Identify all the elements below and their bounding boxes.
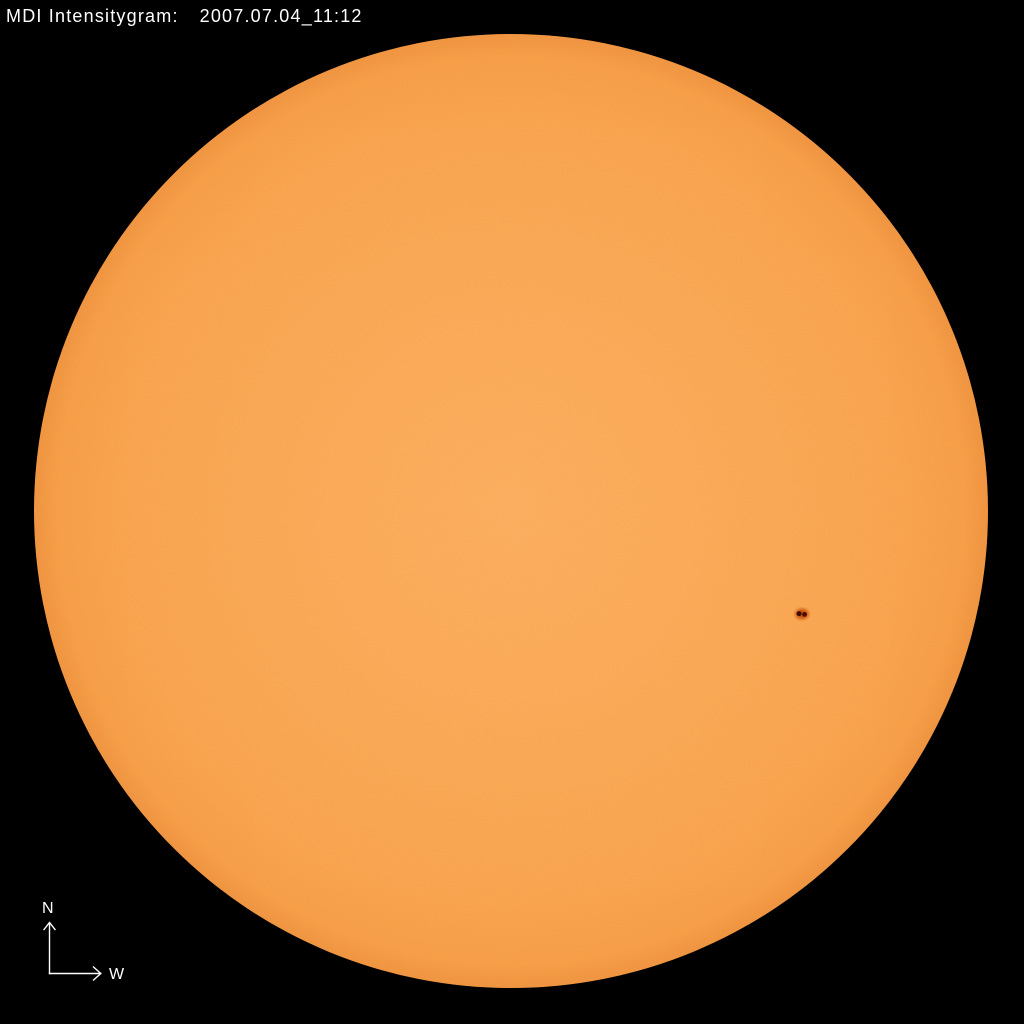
instrument-label: MDI Intensitygram:: [6, 6, 179, 26]
sunspot: [792, 606, 812, 622]
solar-disk-image: [34, 34, 988, 988]
image-title: MDI Intensitygram: 2007.07.04_11:12: [6, 5, 363, 27]
west-arrow: [48, 966, 102, 981]
sunspot-umbra-core-right: [802, 612, 807, 617]
sunspot-penumbra: [792, 606, 812, 622]
west-label: W: [109, 966, 125, 983]
granulation-texture-dark: [34, 34, 988, 988]
timestamp: 2007.07.04_11:12: [199, 6, 363, 26]
sunspot-umbra-core-left: [796, 611, 802, 617]
north-arrow: [43, 921, 56, 975]
orientation-compass: N W: [42, 900, 125, 983]
north-label: N: [42, 900, 55, 917]
